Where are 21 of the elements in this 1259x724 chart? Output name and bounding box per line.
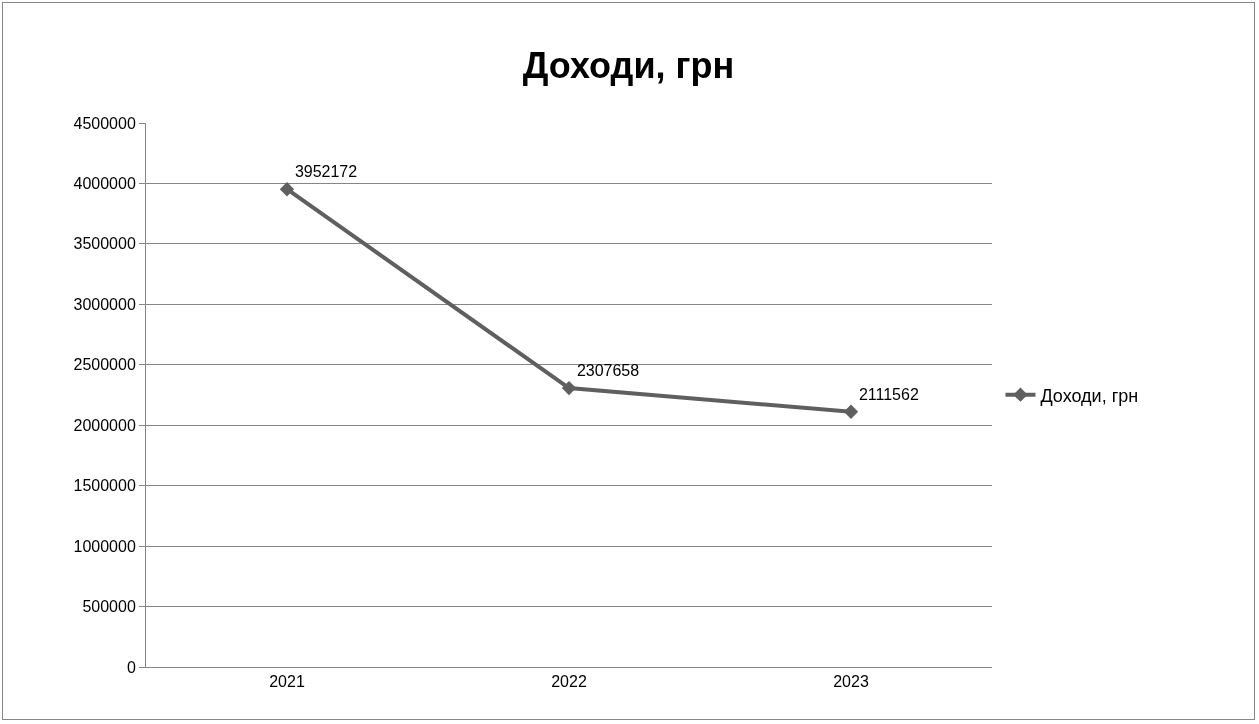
y-tick-label: 2000000	[73, 416, 136, 434]
y-tick-label: 4500000	[73, 114, 136, 132]
y-tick-label: 4000000	[73, 175, 136, 193]
data-label: 2111562	[858, 385, 919, 403]
x-tick-label: 2022	[551, 673, 587, 691]
x-tick-label: 2023	[833, 673, 869, 691]
y-tick-label: 0	[126, 658, 136, 676]
chart-title: Доходи, грн	[522, 45, 735, 87]
y-tick-label: 3000000	[73, 295, 136, 313]
point	[561, 380, 577, 396]
y-tick-label: 500000	[82, 598, 136, 616]
data-label: 2307658	[576, 362, 640, 380]
x-tick-label: 2021	[269, 673, 305, 691]
y-tick-label: 3500000	[73, 235, 136, 253]
y-tick-label: 1500000	[73, 477, 136, 495]
point	[843, 404, 859, 419]
point	[279, 182, 295, 197]
y-tick-label: 1000000	[73, 537, 136, 555]
y-tick-label: 2500000	[73, 356, 136, 374]
legend-label: Доходи, грн	[1040, 385, 1139, 406]
data-label: 3952172	[294, 163, 358, 181]
